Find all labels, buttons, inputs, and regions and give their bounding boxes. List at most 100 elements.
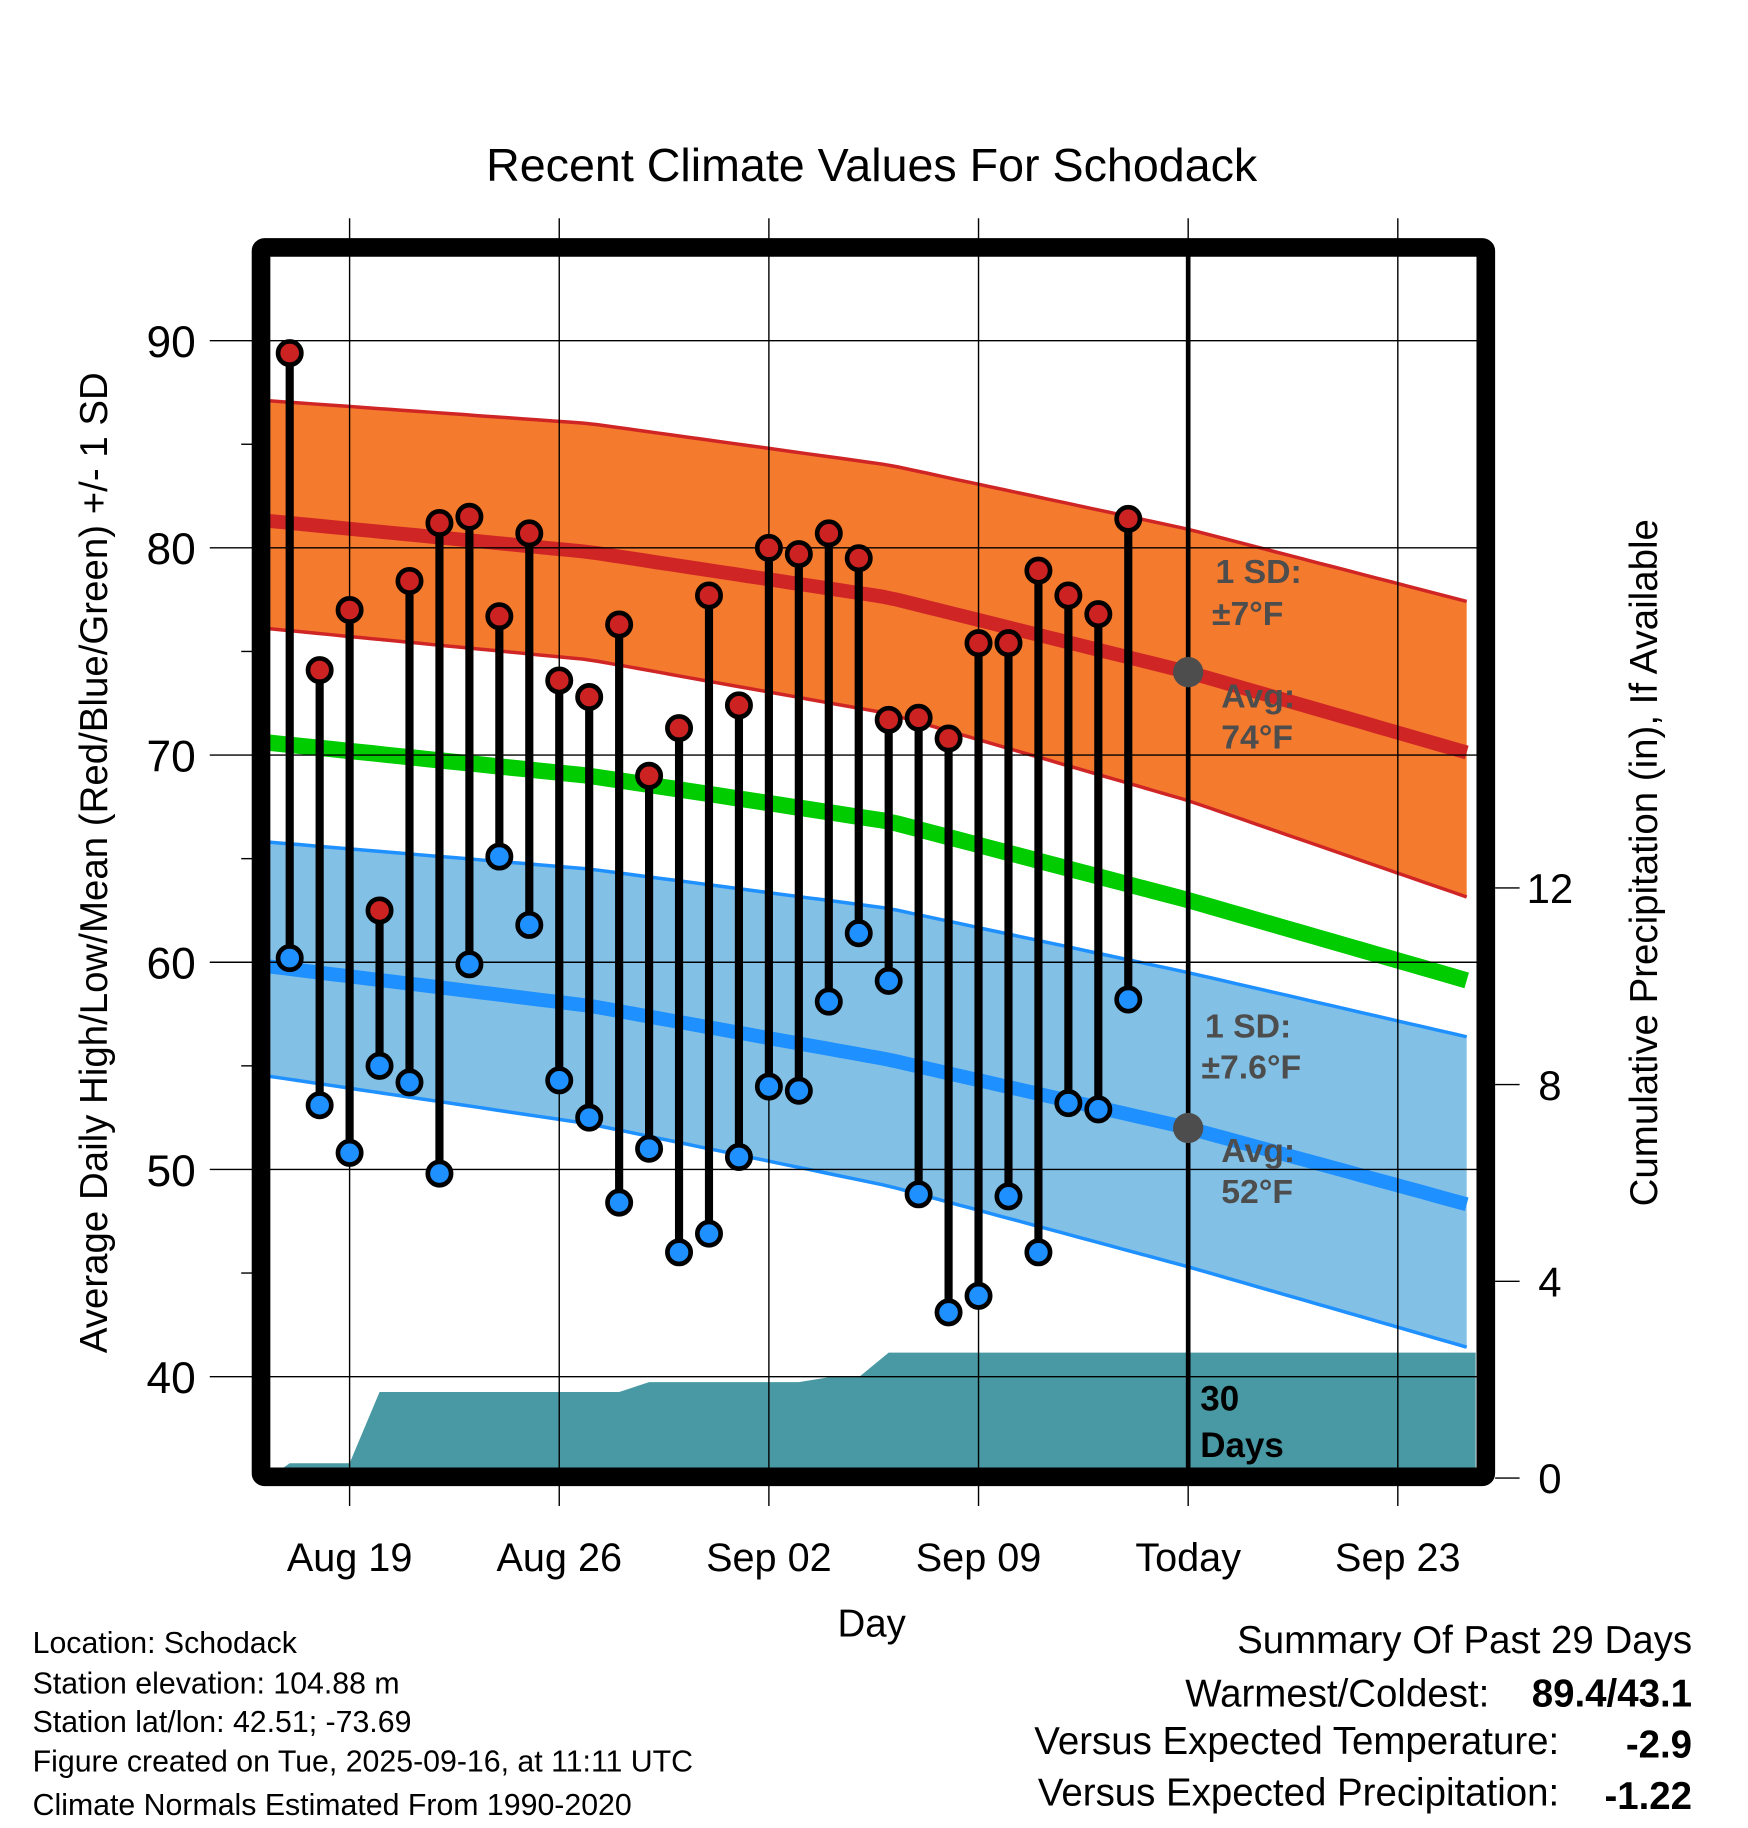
low-point — [425, 1159, 454, 1188]
summary-warmest-value: 89.4/43.1 — [1532, 1672, 1692, 1715]
y-tick-label: 60 — [147, 940, 196, 989]
high-point — [395, 567, 424, 595]
x-tick-label: Sep 09 — [916, 1536, 1042, 1580]
x-axis-label: Day — [837, 1603, 906, 1646]
low-point — [665, 1238, 694, 1267]
plot-frame — [251, 238, 1496, 1487]
low-point — [1054, 1089, 1083, 1118]
low-point — [1024, 1238, 1053, 1267]
high-point — [874, 705, 903, 734]
x-tick-label: Today — [1135, 1536, 1241, 1580]
low-point — [934, 1298, 963, 1327]
high-point — [485, 602, 514, 631]
summary-warmest-label: Warmest/Coldest: — [1185, 1672, 1489, 1715]
high-point — [425, 509, 454, 537]
low-point — [635, 1134, 664, 1163]
high-point — [455, 502, 484, 531]
low-point — [515, 910, 544, 939]
high-avg-annotation-line1: Avg: — [1221, 678, 1295, 716]
low-avg-line — [267, 959, 1469, 1212]
y-right-tick-label: 0 — [1538, 1455, 1561, 1502]
high-point — [575, 683, 604, 712]
footer-latlon: Station lat/lon: 42.51; -73.69 — [33, 1706, 412, 1739]
chart-title: Recent Climate Values For Schodack — [486, 139, 1258, 191]
footer-elevation: Station elevation: 104.88 m — [33, 1668, 400, 1701]
high-point — [545, 666, 574, 695]
low-point — [784, 1076, 813, 1105]
window-days-line1: 30 — [1200, 1379, 1239, 1418]
y-right-tick-label: 12 — [1527, 865, 1574, 912]
high-point — [1054, 581, 1083, 610]
low-point — [814, 987, 843, 1016]
high-point — [904, 703, 933, 732]
footer-created: Figure created on Tue, 2025-09-16, at 11… — [33, 1746, 693, 1779]
high-point — [1114, 504, 1143, 533]
high-point — [695, 581, 723, 610]
y-right-tick-label: 8 — [1538, 1062, 1561, 1109]
low-point — [874, 966, 903, 995]
summary-precip-label: Versus Expected Precipitation: — [1038, 1771, 1559, 1814]
high-sd-annotation-line1: 1 SD: — [1215, 553, 1301, 591]
y-tick-label: 40 — [147, 1354, 196, 1403]
low-point — [335, 1138, 364, 1167]
high-point — [964, 629, 993, 658]
summary-temp-value: -2.9 — [1626, 1724, 1692, 1767]
high-point — [515, 519, 544, 548]
y-tick-label: 70 — [147, 732, 196, 781]
low-point — [724, 1143, 753, 1171]
low-point — [275, 944, 304, 973]
low-avg-annotation-line1: Avg: — [1221, 1132, 1295, 1170]
x-tick-label: Aug 26 — [496, 1536, 622, 1580]
today-low-avg-marker — [1173, 1112, 1204, 1144]
x-tick-label: Aug 19 — [287, 1536, 413, 1580]
high-point — [635, 761, 664, 790]
high-point — [784, 540, 813, 569]
y-tick-label: 80 — [147, 525, 196, 574]
low-avg-annotation-line2: 52°F — [1221, 1173, 1293, 1211]
high-point — [754, 533, 783, 562]
low-point — [605, 1188, 634, 1217]
high-point — [305, 656, 334, 685]
high-point — [605, 610, 634, 639]
y-right-tick-label: 4 — [1538, 1258, 1561, 1305]
low-sd-annotation-line2: ±7.6°F — [1201, 1048, 1301, 1086]
x-tick-label: Sep 23 — [1335, 1536, 1461, 1580]
low-point — [1084, 1095, 1113, 1124]
low-point — [754, 1072, 783, 1101]
high-point — [934, 724, 963, 753]
low-point — [365, 1051, 394, 1080]
x-tick-label: Sep 02 — [706, 1536, 832, 1580]
low-point — [695, 1219, 723, 1248]
high-point — [814, 519, 843, 548]
summary-precip-value: -1.22 — [1604, 1775, 1692, 1818]
y-axis-label: Average Daily High/Low/Mean (Red/Blue/Gr… — [73, 372, 116, 1353]
high-point — [844, 544, 873, 573]
low-point — [1114, 985, 1143, 1014]
low-point — [395, 1068, 424, 1097]
low-point — [455, 950, 484, 979]
low-point — [545, 1066, 574, 1095]
high-point — [665, 714, 694, 743]
low-point — [844, 919, 873, 948]
low-point — [305, 1091, 334, 1120]
high-sd-annotation-line2: ±7°F — [1212, 595, 1283, 633]
low-point — [994, 1182, 1023, 1211]
precip-area — [268, 1352, 1476, 1479]
high-point — [994, 629, 1023, 658]
low-point — [964, 1281, 993, 1310]
low-point — [904, 1180, 933, 1209]
high-point — [365, 896, 394, 925]
y-tick-label: 50 — [147, 1147, 196, 1196]
low-lower-sd-line — [268, 1074, 1468, 1349]
y-axis-right-label: Cumulative Precipitation (in), If Availa… — [1623, 519, 1666, 1206]
low-point — [485, 842, 514, 871]
summary-title: Summary Of Past 29 Days — [1237, 1619, 1692, 1662]
footer-location: Location: Schodack — [33, 1627, 298, 1660]
today-high-avg-marker — [1173, 657, 1204, 688]
high-avg-annotation-line2: 74°F — [1221, 719, 1293, 757]
window-days-line2: Days — [1200, 1426, 1284, 1465]
high-point — [1084, 600, 1113, 629]
low-point — [575, 1103, 604, 1132]
high-point — [1024, 556, 1053, 585]
high-upper-sd-line — [268, 399, 1468, 604]
